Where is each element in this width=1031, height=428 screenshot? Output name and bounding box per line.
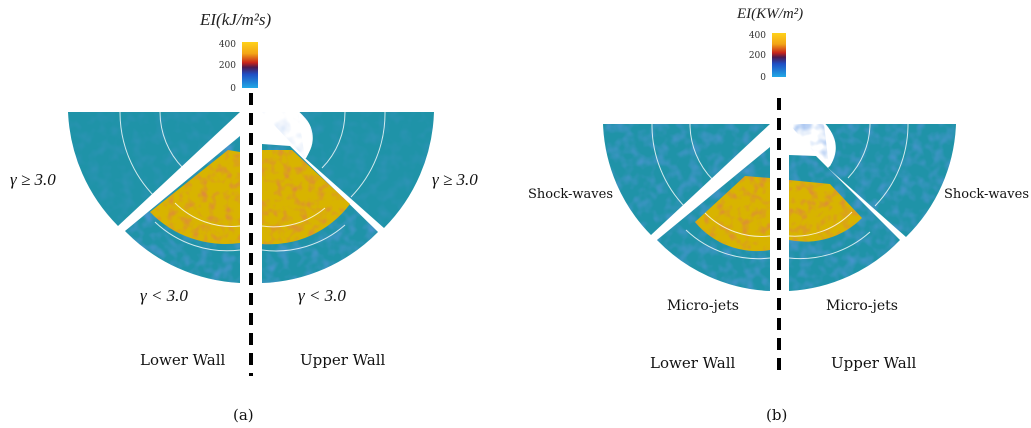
upper-wall-sector-upper-a [262, 111, 434, 228]
colorbar-b: EI(KW/m²) 400 200 0 [736, 6, 803, 83]
colorbar-tick-0-a: 0 [230, 84, 236, 94]
upper-wall-label-b: Upper Wall [831, 354, 917, 372]
colorbar-tick-400-a: 400 [219, 40, 236, 50]
upper-wall-sector-lower-a [261, 144, 378, 283]
regime-label-lower-left-a: γ < 3.0 [140, 286, 188, 305]
colorbar-tick-200-b: 200 [749, 51, 766, 61]
micro-jets-label-right-b: Micro-jets [826, 298, 898, 314]
colorbar-gradient-a [242, 42, 258, 88]
shock-waves-label-right-b: Shock-waves [944, 187, 1029, 202]
upper-wall-sector-upper-b [789, 123, 956, 237]
regime-label-upper-right-a: γ ≥ 3.0 [432, 170, 478, 189]
regime-label-upper-left-a: γ ≥ 3.0 [10, 170, 56, 189]
lower-wall-sector-lower-a [125, 136, 241, 283]
regime-label-lower-right-a: γ < 3.0 [298, 286, 346, 305]
micro-jets-label-left-b: Micro-jets [667, 298, 739, 314]
colorbar-a: EI(kJ/m²s) 400 200 0 [199, 10, 272, 94]
colorbar-title-a: EI(kJ/m²s) [199, 10, 272, 29]
panel-b: EI(KW/m²) 400 200 0 [528, 6, 1029, 424]
colorbar-title-b: EI(KW/m²) [736, 6, 803, 22]
panel-a: EI(kJ/m²s) 400 200 0 [10, 10, 478, 424]
shock-waves-label-left-b: Shock-waves [528, 187, 613, 202]
lower-wall-sector-lower-b [657, 147, 771, 291]
upper-wall-label-a: Upper Wall [300, 351, 386, 369]
colorbar-tick-200-a: 200 [219, 61, 236, 71]
colorbar-gradient-b [772, 33, 786, 77]
lower-wall-sector-upper-a [68, 111, 240, 226]
upper-wall-sector-lower-b [788, 155, 900, 291]
caption-b: (b) [766, 406, 787, 424]
lower-wall-label-b: Lower Wall [650, 354, 736, 372]
colorbar-tick-400-b: 400 [749, 31, 766, 41]
lower-wall-label-a: Lower Wall [140, 351, 226, 369]
caption-a: (a) [233, 406, 254, 424]
colorbar-tick-0-b: 0 [760, 73, 766, 83]
lower-wall-sector-upper-b [603, 123, 770, 235]
